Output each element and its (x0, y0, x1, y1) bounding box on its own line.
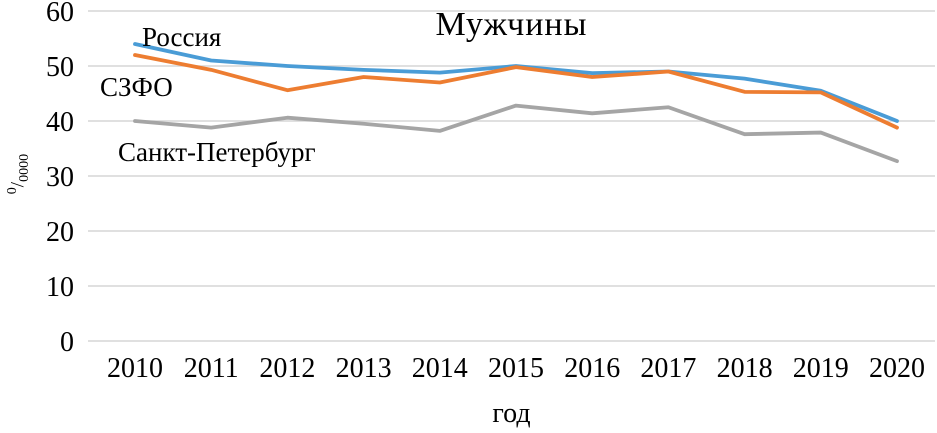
series-line-0 (133, 42, 899, 123)
y-axis-label-numerator: 0 (4, 187, 20, 195)
y-tick-label: 0 (60, 327, 74, 358)
series-line-1 (133, 53, 899, 130)
y-tick-label: 30 (46, 162, 74, 193)
y-tick-label: 20 (46, 217, 74, 248)
chart-title: Мужчины (435, 6, 588, 43)
x-tick-label: 2014 (412, 353, 468, 384)
x-tick-label: 2015 (488, 353, 544, 384)
series-label-saint-petersburg: Санкт-Петербург (118, 137, 316, 167)
y-tick-label: 10 (46, 272, 74, 303)
x-tick-label: 2016 (564, 353, 620, 384)
x-tick-label: 2019 (793, 353, 849, 384)
series-label-szfo: СЗФО (100, 72, 173, 102)
y-tick-label: 50 (46, 52, 74, 83)
x-tick-label: 2018 (717, 353, 773, 384)
x-tick-label: 2012 (259, 353, 315, 384)
series-label-russia: Россия (142, 22, 222, 52)
y-tick-label: 60 (46, 0, 74, 28)
x-tick-label: 2017 (640, 353, 696, 384)
x-tick-label: 2020 (869, 353, 925, 384)
x-tick-label: 2013 (336, 353, 392, 384)
x-tick-label: 2010 (107, 353, 163, 384)
y-tick-label: 40 (46, 107, 74, 138)
x-axis-label: год (492, 398, 531, 429)
series-line-2 (133, 103, 899, 164)
y-axis-label: 0/0000 (4, 153, 33, 195)
y-axis-label-denominator: 0000 (17, 153, 33, 182)
x-tick-label: 2011 (184, 353, 239, 384)
